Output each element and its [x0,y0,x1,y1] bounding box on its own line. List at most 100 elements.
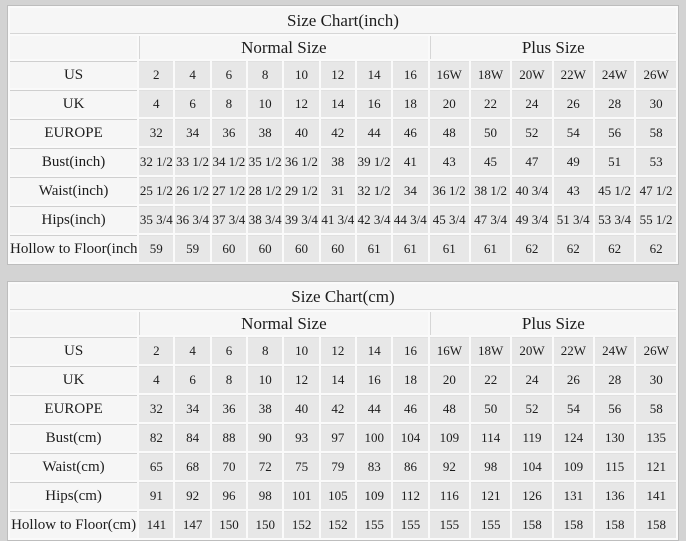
size-value-cell: 14 [320,90,355,117]
size-value-cell: 84 [175,424,210,451]
size-value-cell: 36 [211,119,247,146]
size-value-cell: 8 [248,61,283,88]
size-value-cell: 44 3/4 [393,206,428,233]
size-value-cell: 10 [284,337,319,364]
table-row: Bust(cm) 82 84 88 90 93 97 100 104 109 114 119 124 13… [10,424,676,451]
size-value-cell: 135 [636,424,676,451]
size-chart-cm-table: Size Chart(cm) Normal Size Plus Size US 2… [7,281,679,541]
row-label: UK [10,366,138,393]
size-value-cell: 147 [175,511,210,538]
size-value-cell: 22W [553,337,594,364]
size-value-cell: 32 [139,395,174,422]
size-value-cell: 56 [595,395,635,422]
size-value-cell: 158 [512,511,552,538]
size-value-cell: 12 [284,90,319,117]
size-value-cell: 96 [211,482,247,509]
size-value-cell: 82 [139,424,174,451]
size-value-cell: 26 [553,90,593,117]
size-value-cell: 16 [393,61,428,88]
table-title-row: Size Chart(inch) [10,8,676,34]
size-value-cell: 14 [356,61,392,88]
size-value-cell: 47 [512,148,552,175]
size-value-cell: 62 [512,235,552,262]
size-value-cell: 2 [139,337,174,364]
table-row: US 2 4 6 8 10 12 14 16 16W 18W 20W 22W 24W 26W [10,61,676,88]
size-value-cell: 6 [211,61,247,88]
size-value-cell: 97 [320,424,356,451]
table-title: Size Chart(cm) [10,284,676,310]
row-label: Hollow to Floor(inch) [10,235,138,262]
size-value-cell: 88 [211,424,247,451]
size-value-cell: 155 [357,511,392,538]
size-value-cell: 40 3/4 [512,177,552,204]
size-value-cell: 47 1/2 [636,177,676,204]
size-chart-cm-body: US 2 4 6 8 10 12 14 16 16W 18W 20W 22W 24W 26W UK 4 6 8 10 1… [10,337,676,538]
table-title: Size Chart(inch) [10,8,676,34]
group-header-normal-size: Normal Size [139,36,428,59]
row-label: Hips(inch) [10,206,138,233]
size-value-cell: 35 1/2 [248,148,283,175]
size-value-cell: 12 [320,61,355,88]
size-value-cell: 104 [393,424,428,451]
table-row: US 2 4 6 8 10 12 14 16 16W 18W 20W 22W 24W 26W [10,337,676,364]
size-value-cell: 10 [248,90,283,117]
size-value-cell: 10 [284,61,319,88]
row-label: Waist(inch) [10,177,138,204]
size-value-cell: 131 [553,482,594,509]
size-value-cell: 51 3/4 [553,206,593,233]
size-value-cell: 16 [393,337,428,364]
size-value-cell: 86 [393,453,428,480]
size-value-cell: 27 1/2 [211,177,247,204]
size-value-cell: 16W [429,61,469,88]
size-value-cell: 39 1/2 [356,148,392,175]
size-value-cell: 93 [284,424,319,451]
size-value-cell: 34 [175,119,210,146]
size-value-cell: 6 [211,337,247,364]
size-value-cell: 62 [553,235,593,262]
size-value-cell: 38 [248,119,283,146]
size-value-cell: 52 [512,119,552,146]
size-value-cell: 4 [139,90,174,117]
size-value-cell: 150 [248,511,283,538]
size-value-cell: 32 [139,119,174,146]
size-value-cell: 51 [594,148,635,175]
size-value-cell: 98 [471,453,511,480]
size-value-cell: 155 [393,511,428,538]
size-value-cell: 43 [553,177,593,204]
row-label: Hips(cm) [10,482,138,509]
size-value-cell: 38 [248,395,283,422]
size-value-cell: 29 1/2 [284,177,319,204]
row-label: Bust(inch) [10,148,138,175]
size-value-cell: 98 [248,482,283,509]
size-value-cell: 158 [595,511,635,538]
size-value-cell: 49 3/4 [512,206,552,233]
size-value-cell: 50 [471,395,511,422]
size-value-cell: 60 [320,235,355,262]
size-value-cell: 155 [429,511,470,538]
size-value-cell: 18 [393,366,428,393]
size-value-cell: 109 [553,453,594,480]
size-value-cell: 91 [139,482,174,509]
size-value-cell: 26W [636,337,676,364]
table-row: Hips(inch) 35 3/4 36 3/4 37 3/4 38 3/4 39 3/4… [10,206,676,233]
row-label: Hollow to Floor(cm) [10,511,138,538]
size-value-cell: 20 [429,366,470,393]
table-row: Waist(inch) 25 1/2 26 1/2 27 1/2 28 1/2 29 1/… [10,177,676,204]
size-value-cell: 158 [553,511,594,538]
size-value-cell: 114 [471,424,511,451]
size-value-cell: 45 [470,148,511,175]
size-value-cell: 4 [175,337,210,364]
table-row: Bust(inch) 32 1/2 33 1/2 34 1/2 35 1/2 36 1/2… [10,148,676,175]
size-value-cell: 22 [471,366,511,393]
table-row: EUROPE 32 34 36 38 40 42 44 46 48 50 52 54 56 58 [10,395,676,422]
size-value-cell: 83 [357,453,392,480]
size-value-cell: 14 [357,337,392,364]
size-value-cell: 49 [553,148,593,175]
table-row: Hollow to Floor(inch) 59 59 60 60 60 60 61 61 61 6… [10,235,676,262]
size-value-cell: 36 1/2 [284,148,319,175]
size-value-cell: 130 [595,424,635,451]
size-value-cell: 39 3/4 [284,206,319,233]
size-value-cell: 105 [320,482,356,509]
size-value-cell: 18W [471,337,511,364]
size-value-cell: 24 [512,366,552,393]
